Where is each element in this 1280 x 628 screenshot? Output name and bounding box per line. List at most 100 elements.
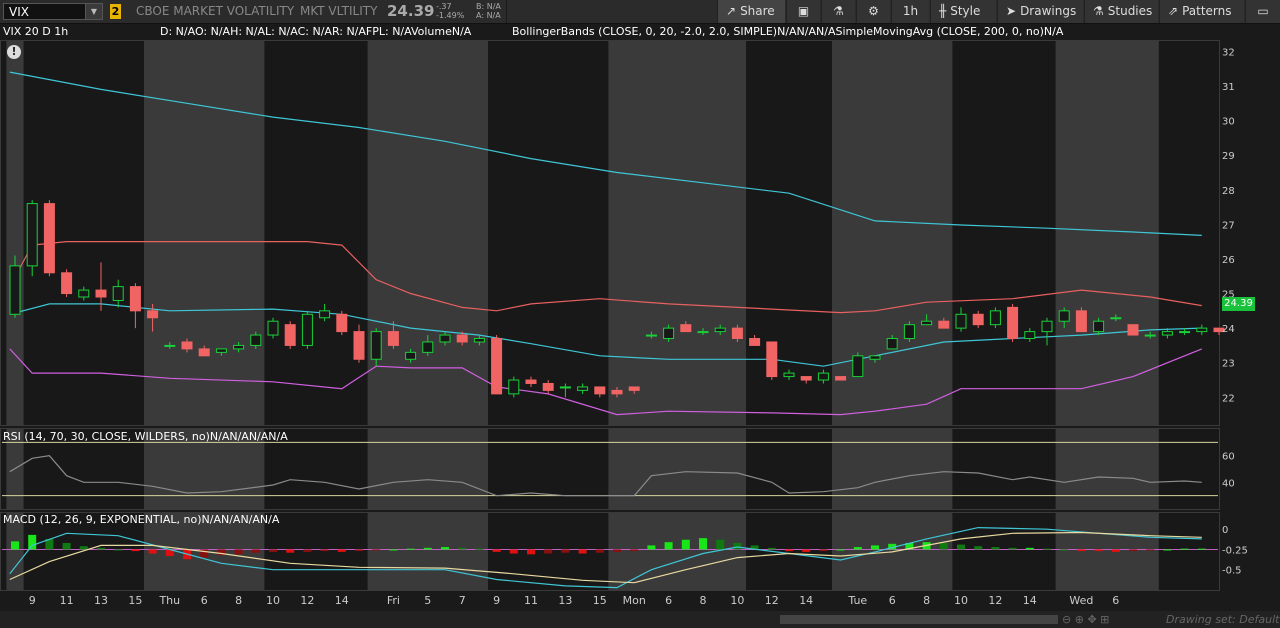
share-button[interactable]: ↗ Share [717, 0, 785, 23]
session-shading [367, 41, 488, 425]
session-shading [608, 513, 746, 590]
macd-histogram-bar [1111, 549, 1120, 552]
candle-body [439, 334, 451, 343]
macd-histogram-bar [1163, 549, 1172, 551]
reset-icon[interactable]: ⊞ [1100, 613, 1110, 626]
candle-body [1179, 331, 1191, 334]
candle-body [886, 338, 898, 350]
time-axis-tick: 12 [300, 594, 314, 607]
macd-signal-line [9, 531, 1202, 584]
change-percent: -1.49% [436, 11, 465, 20]
candle-body [835, 376, 847, 381]
candle-body [78, 289, 90, 298]
price-axis-tick: 24 [1222, 324, 1235, 335]
macd-histogram-bar [888, 543, 897, 550]
style-button[interactable]: ╫ Style [930, 0, 996, 23]
candle-body [1058, 310, 1070, 322]
session-shading [367, 513, 488, 590]
candle-body [577, 386, 589, 391]
time-axis-tick: 12 [765, 594, 779, 607]
zoom-tools[interactable]: ⊖ ⊕ ✥ ⊞ [1062, 613, 1109, 626]
candle-body [422, 341, 434, 353]
macd-histogram-bar [716, 539, 725, 550]
studies-button[interactable]: ⚗ Studies [1084, 0, 1158, 23]
candle-body [903, 324, 915, 340]
price-axis-tick: 22 [1222, 393, 1235, 404]
candle-body [95, 289, 107, 298]
candle-body [61, 272, 73, 295]
macd-histogram-bar [1025, 547, 1034, 550]
symbol-description: CBOE MARKET VOLATILITY [136, 4, 295, 18]
studies-label: Studies [1107, 4, 1153, 18]
candle-body [1007, 306, 1019, 340]
macd-histogram-bar [681, 539, 690, 550]
patterns-button[interactable]: ⇗ Patterns [1159, 0, 1244, 23]
time-axis-tick: 6 [1112, 594, 1119, 607]
time-axis-tick: 13 [94, 594, 108, 607]
warning-icon[interactable]: ! [7, 45, 21, 59]
candle-body [645, 334, 657, 337]
macd-histogram-bar [131, 549, 140, 552]
link-badge[interactable]: 2 [110, 4, 121, 19]
candle-body [697, 331, 709, 334]
time-axis-tick: 9 [29, 594, 36, 607]
macd-histogram-bar [458, 547, 467, 550]
candle-body [525, 379, 537, 384]
timeframe-button[interactable]: 1h [891, 0, 929, 23]
macd-histogram-bar [62, 542, 71, 550]
pattern-icon: ⇗ [1168, 4, 1179, 18]
zoom-in-icon[interactable]: ⊕ [1074, 613, 1084, 626]
time-axis-tick: 6 [201, 594, 208, 607]
macd-histogram-bar [544, 549, 553, 554]
time-axis-tick: 7 [459, 594, 466, 607]
time-axis-tick: Tue [847, 594, 867, 607]
layout-button[interactable]: ▭ [1245, 0, 1280, 23]
symbol-text[interactable]: VIX [9, 5, 29, 19]
macd-histogram-bar [441, 547, 449, 550]
drawings-button[interactable]: ➤ Drawings [997, 0, 1083, 23]
macd-histogram-bar [785, 549, 793, 552]
drawings-label: Drawings [1020, 4, 1077, 18]
symbol-selector[interactable]: VIX ▼ [3, 3, 103, 20]
candle-body [301, 313, 313, 346]
macd-histogram-bar [767, 547, 776, 550]
time-axis-tick: 9 [493, 594, 500, 607]
session-shading [1055, 429, 1159, 509]
macd-histogram-bar [871, 545, 879, 550]
share-icon: ↗ [726, 4, 737, 18]
candle-body [989, 310, 1001, 326]
chevron-down-icon[interactable]: ▼ [85, 4, 102, 19]
zoom-out-icon[interactable]: ⊖ [1062, 613, 1072, 626]
macd-histogram-bar [1060, 549, 1069, 551]
candle-body [972, 313, 984, 326]
macd-histogram-bar [423, 547, 432, 550]
candle-body [353, 331, 365, 360]
time-axis-tick: Thu [158, 594, 180, 607]
flask-icon: ⚗ [1093, 4, 1104, 18]
gear-button[interactable]: ⚙ [856, 0, 890, 23]
ask-value: A: N/A [476, 11, 501, 20]
time-scrollbar[interactable]: ⊖ ⊕ ✥ ⊞ [0, 611, 1280, 628]
price-axis-tick: 23 [1222, 359, 1235, 370]
macd-histogram-bar [200, 549, 209, 558]
price-axis-tick: 31 [1222, 82, 1235, 93]
time-axis-tick: Mon [623, 594, 646, 607]
macd-histogram-bar [114, 549, 123, 551]
macd-histogram-bar [527, 549, 535, 555]
drawing-set-label: Drawing set: Default [1166, 613, 1280, 626]
macd-histogram-bar [974, 546, 983, 550]
scrollbar-thumb[interactable] [780, 615, 1058, 624]
session-shading [6, 41, 24, 425]
macd-histogram-bar [699, 538, 707, 550]
candle-body [250, 334, 262, 346]
chart-settings-button[interactable]: ▣ [786, 0, 820, 23]
flask-button[interactable]: ⚗ [821, 0, 855, 23]
time-axis-tick: 14 [335, 594, 349, 607]
candle-body [800, 376, 812, 381]
chart-label: VIX 20 D 1h [3, 25, 69, 38]
time-axis-tick: 11 [60, 594, 74, 607]
candle-body [284, 324, 296, 346]
macd-histogram-bar [802, 549, 811, 552]
pan-icon[interactable]: ✥ [1087, 613, 1097, 626]
